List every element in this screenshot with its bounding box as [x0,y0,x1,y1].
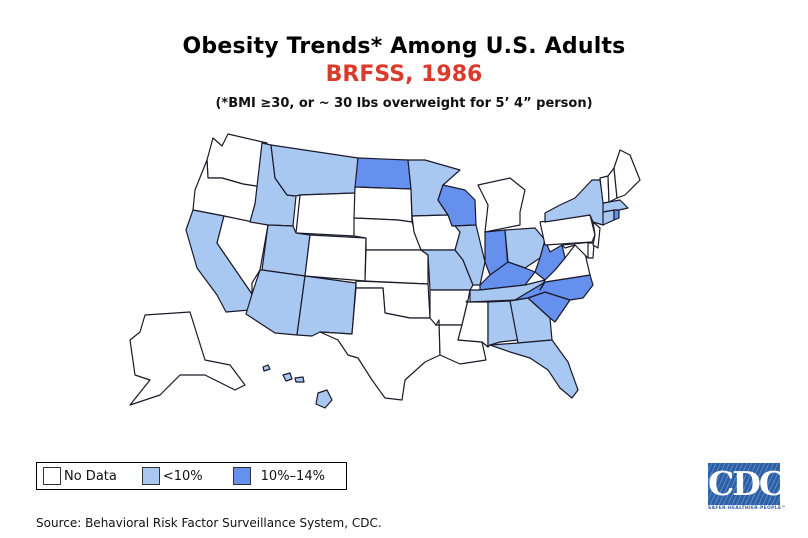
chart-title: Obesity Trends* Among U.S. Adults [182,34,626,59]
state-mt[interactable] [270,144,359,197]
state-nj[interactable] [592,221,601,249]
cdc-logo: CDC SAFER·HEALTHIER·PEOPLE™ [708,463,787,513]
cdc-logo-tagline: SAFER·HEALTHIER·PEOPLE™ [708,506,787,511]
legend-swatch [43,467,61,485]
legend-label: No Data [64,468,117,484]
state-il[interactable] [454,224,486,286]
state-ma[interactable] [602,199,629,213]
state-mi[interactable] [477,177,526,233]
chart-subtitle: BRFSS, 1986 [325,62,483,87]
state-me[interactable] [613,149,641,199]
state-md[interactable] [561,241,593,259]
legend-item-10-14: 10%–14% [232,467,325,485]
legend-item-no-data: No Data [43,467,117,485]
state-ri[interactable] [613,209,620,221]
state-hi[interactable] [262,364,333,409]
state-nm[interactable] [296,275,357,337]
state-nd[interactable] [354,157,412,190]
state-ks[interactable] [364,249,429,285]
state-az[interactable] [245,269,306,336]
chart-note: (*BMI ≥30, or ~ 30 lbs overweight for 5’… [215,96,593,111]
state-tx[interactable] [319,287,441,401]
legend-label: 10%–14% [260,468,325,484]
state-wy[interactable] [295,192,356,237]
source-note: Source: Behavioral Risk Factor Surveilla… [36,516,382,530]
legend-swatch [232,467,251,485]
cdc-logo-text: CDC [708,464,780,503]
map-legend: No Data <10% 10%–14% [36,462,347,490]
cdc-logo-rays [708,463,780,505]
legend-label: <10% [162,468,203,484]
legend-swatch [141,467,160,485]
state-sd[interactable] [353,186,413,223]
state-co[interactable] [304,234,367,282]
legend-item-lt10: <10% [141,467,203,485]
cdc-logo-box: CDC [708,463,780,505]
state-ak[interactable] [129,311,246,406]
state-fl[interactable] [489,339,579,399]
state-de[interactable] [587,242,595,259]
